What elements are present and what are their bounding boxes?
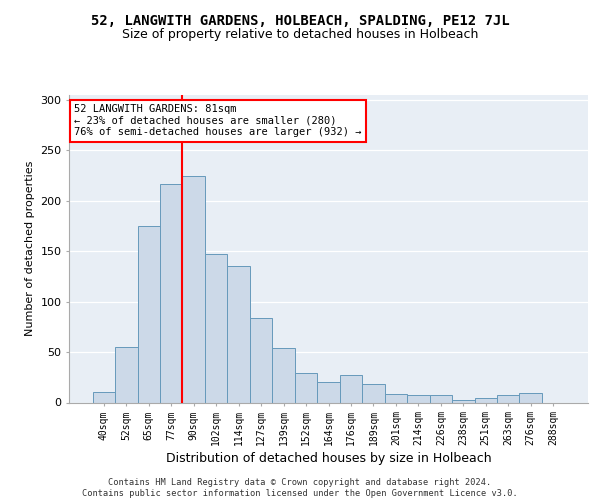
Bar: [137, 226, 160, 402]
Bar: [205, 254, 227, 402]
Bar: [385, 394, 407, 402]
Bar: [272, 348, 295, 403]
Bar: [430, 396, 452, 402]
Bar: [520, 394, 542, 402]
Bar: [317, 382, 340, 402]
Bar: [452, 400, 475, 402]
Bar: [497, 396, 520, 402]
Text: 52 LANGWITH GARDENS: 81sqm
← 23% of detached houses are smaller (280)
76% of sem: 52 LANGWITH GARDENS: 81sqm ← 23% of deta…: [74, 104, 362, 138]
Bar: [160, 184, 182, 402]
Text: 52, LANGWITH GARDENS, HOLBEACH, SPALDING, PE12 7JL: 52, LANGWITH GARDENS, HOLBEACH, SPALDING…: [91, 14, 509, 28]
Bar: [227, 266, 250, 402]
Bar: [407, 396, 430, 402]
Bar: [295, 374, 317, 402]
Bar: [250, 318, 272, 402]
Bar: [475, 398, 497, 402]
Text: Contains HM Land Registry data © Crown copyright and database right 2024.
Contai: Contains HM Land Registry data © Crown c…: [82, 478, 518, 498]
Bar: [340, 376, 362, 402]
Bar: [362, 384, 385, 402]
Bar: [182, 176, 205, 402]
Bar: [115, 347, 137, 403]
Text: Size of property relative to detached houses in Holbeach: Size of property relative to detached ho…: [122, 28, 478, 41]
Y-axis label: Number of detached properties: Number of detached properties: [25, 161, 35, 336]
X-axis label: Distribution of detached houses by size in Holbeach: Distribution of detached houses by size …: [166, 452, 491, 466]
Bar: [92, 392, 115, 402]
